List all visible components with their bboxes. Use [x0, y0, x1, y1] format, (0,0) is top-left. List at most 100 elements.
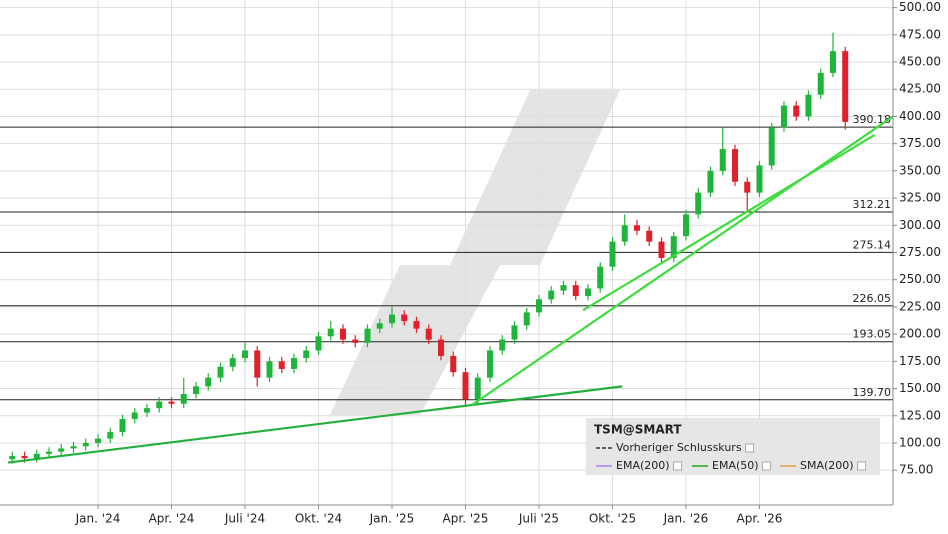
candle-body	[107, 432, 114, 439]
candle-body	[829, 51, 836, 73]
candle-body	[278, 361, 285, 369]
candle-body	[560, 285, 567, 291]
level-label: 139.70	[853, 386, 892, 399]
candle-body	[535, 299, 542, 313]
legend-label: Vorheriger Schlusskurs	[616, 441, 742, 454]
candle-body	[229, 358, 236, 367]
x-tick-label: Juli '25	[518, 512, 559, 526]
candle-body	[241, 350, 248, 359]
y-tick-label: 475.00	[899, 27, 941, 41]
levels: 390.18 312.21 275.14 226.05 193.05 139.70	[0, 113, 893, 401]
candle-body	[499, 339, 506, 351]
candle-body	[58, 448, 65, 452]
candle-body	[352, 339, 359, 343]
candle-body	[339, 328, 346, 340]
y-tick-label: 100.00	[899, 435, 941, 449]
candle-body	[82, 442, 89, 447]
candle-body	[290, 358, 297, 369]
candle-body	[217, 366, 224, 378]
candle-body	[731, 149, 738, 182]
watermark	[330, 90, 620, 415]
y-tick-label: 125.00	[899, 408, 941, 422]
y-tick-label: 175.00	[899, 354, 941, 368]
candle-body	[388, 314, 395, 324]
candle-body	[707, 170, 714, 193]
candle-body	[413, 321, 420, 329]
candle-body	[523, 312, 530, 326]
axis-labels: 75.00 100.00 125.00 150.00 175.00 200.00 225.0…	[75, 0, 941, 525]
candle-body	[205, 377, 212, 387]
trendline	[7, 385, 623, 464]
candle-body	[756, 165, 763, 193]
candle-body	[805, 94, 812, 117]
candle-body	[21, 456, 28, 459]
candle-body	[168, 401, 175, 404]
trendline	[471, 115, 894, 406]
candle-body	[768, 127, 775, 166]
candle-body	[842, 51, 849, 122]
legend-label: SMA(200)	[800, 459, 854, 472]
candle-body	[425, 328, 432, 340]
legend-checkbox[interactable]	[745, 443, 755, 453]
y-tick-label: 200.00	[899, 327, 941, 341]
y-tick-label: 400.00	[899, 109, 941, 123]
candle-body	[401, 314, 408, 322]
y-tick-label: 450.00	[899, 55, 941, 69]
x-tick-label: Apr. '26	[737, 512, 783, 526]
candle-body	[437, 339, 444, 356]
y-tick-label: 75.00	[899, 463, 933, 477]
watermark-shape	[450, 90, 620, 265]
candle-body	[793, 105, 800, 117]
candle-body	[45, 451, 52, 454]
y-tick-label: 375.00	[899, 136, 941, 150]
x-tick-label: Juli '24	[224, 512, 265, 526]
legend-label: EMA(200)	[616, 459, 670, 472]
level-label: 226.05	[853, 292, 892, 305]
candle-body	[597, 266, 604, 289]
candle-body	[94, 438, 101, 443]
candle-body	[670, 236, 677, 258]
x-tick-label: Apr. '25	[443, 512, 489, 526]
legend-checkbox[interactable]	[762, 461, 772, 471]
candle-body	[364, 328, 371, 343]
y-tick-label: 325.00	[899, 191, 941, 205]
candle-body	[156, 401, 163, 409]
y-tick-label: 300.00	[899, 218, 941, 232]
candle-body	[719, 149, 726, 171]
candle-body	[266, 361, 273, 378]
legend-title: TSM@SMART	[594, 423, 682, 437]
x-tick-label: Okt. '24	[295, 512, 342, 526]
candle-body	[486, 350, 493, 378]
candle-body	[682, 214, 689, 237]
level-label: 193.05	[853, 328, 892, 341]
x-tick-label: Jan. '26	[663, 512, 709, 526]
candle-body	[462, 372, 469, 400]
legend-checkbox[interactable]	[857, 461, 867, 471]
candle-body	[376, 323, 383, 329]
candle-body	[621, 225, 628, 242]
x-tick-label: Okt. '25	[589, 512, 636, 526]
legend-box	[586, 418, 880, 475]
candle-body	[817, 72, 824, 95]
candle-body	[119, 419, 126, 433]
candle-body	[695, 192, 702, 215]
y-tick-label: 150.00	[899, 381, 941, 395]
candle-body	[658, 241, 665, 258]
y-tick-label: 425.00	[899, 82, 941, 96]
trendlines	[7, 115, 894, 464]
candle-body	[572, 285, 579, 297]
level-label: 390.18	[853, 113, 892, 126]
candle-body	[9, 456, 16, 460]
candle-body	[450, 355, 457, 373]
candle-body	[584, 288, 591, 297]
candle-body	[192, 386, 199, 394]
candle-body	[303, 350, 310, 359]
candle-body	[180, 393, 187, 404]
candle-body	[780, 105, 787, 128]
legend-checkbox[interactable]	[673, 461, 683, 471]
trendline	[582, 134, 876, 312]
candle-body	[474, 377, 481, 400]
candle-body	[633, 225, 640, 231]
